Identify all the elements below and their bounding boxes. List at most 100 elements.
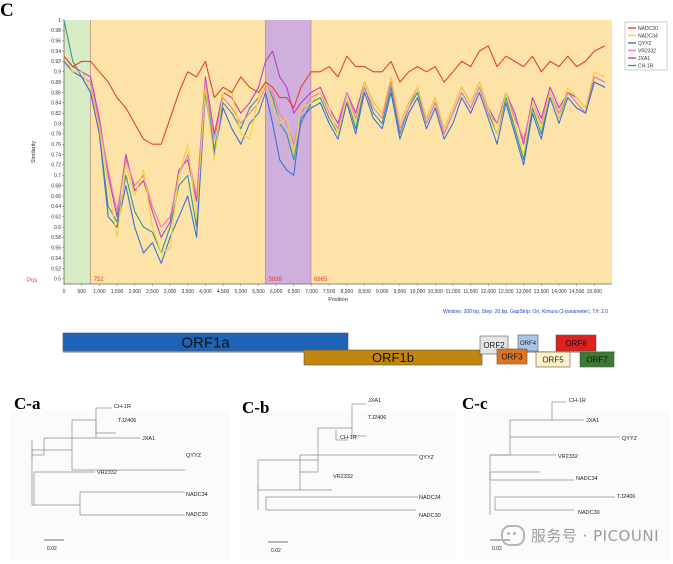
series-line-nadc34 [63,55,606,254]
y-tick-label: 0.9 [54,70,61,76]
x-tick-label: 12,000 [481,289,497,295]
y-tick-label: 0.92 [51,59,61,65]
x-tick-label: 0 [63,289,66,295]
y-tick-label: 0.88 [51,80,61,86]
tree-leaf-label: JXA1 [142,436,155,442]
watermark-text: 服务号 · PICOUNI [530,527,659,545]
legend-entry: JXA1 [638,56,650,62]
legend-entry: CH-1R [638,64,654,70]
legend-entry: VR2332 [638,49,656,55]
orf-box-orf5 [535,351,571,368]
series-line-vr2332 [63,61,606,228]
x-tick-label: 8,500 [358,289,371,295]
tree-background [465,410,670,560]
series-line-nadc30 [63,45,606,145]
region-1 [90,20,266,284]
y-axis-label: Similarity [31,141,37,164]
x-tick-label: 5,000 [235,289,248,295]
orf-box-orf6 [555,334,597,352]
y-tick-label: 0.74 [51,152,61,158]
tree-leaf-label: NADC34 [186,492,208,498]
orf-box-orf4 [517,334,539,352]
orf-label-orf2: ORF2 [483,341,505,350]
tree-scale-label: 0.02 [492,546,502,552]
x-tick-label: 1,000 [93,289,106,295]
pos-label: Pos [27,278,37,284]
y-tick-label: 0.96 [51,39,61,45]
orf-label-orf6: ORF6 [565,339,587,348]
y-tick-label: 0.62 [51,215,61,221]
orf-box-orf7 [579,351,615,368]
breakpoint-label: 6985 [314,277,328,283]
y-tick-label: 0.68 [51,183,61,189]
x-tick-label: 2,500 [146,289,159,295]
similarity-plot: 752 5698 6985 Pos 0.5 0.52 0.54 0.56 0.58 0.6 0.62… [27,18,668,315]
y-tick-label: 0.64 [51,204,61,210]
tree-c-a: CH-1R TJ2406 JXA1 QYYZ VR2332 NADC34 NADC30 0.0… [10,404,230,560]
y-tick-label: 0.58 [51,235,61,241]
y-tick-label: 0.8 [54,121,61,127]
tree-leaf-label: VR2332 [97,470,117,476]
tree-background [240,410,455,560]
tree-c-c: CH-1R JXA1 QYYZ VR2332 NADC34 TJ2406 NADC30 0.0… [465,398,670,560]
tree-leaf-label: TJ2406 [368,415,386,421]
tree-leaf-label: NADC34 [419,495,441,501]
wechat-icon [500,525,525,546]
x-axis-label: Position [328,297,348,303]
x-tick-label: 12,500 [498,289,514,295]
y-tick-label: 0.76 [51,142,61,148]
tree-background [10,410,230,560]
tree-leaf-label: CH-1R [114,404,131,410]
y-tick-label: 0.84 [51,101,61,107]
y-tick-label: 0.98 [51,28,61,34]
tree-c-b: JXA1 TJ2406 CH-1R QYYZ VR2332 NADC34 NADC30 0.0… [240,398,455,560]
tree-leaf-label: NADC30 [419,513,441,519]
x-tick-label: 11,000 [445,289,460,295]
tree-c-label: C-c [462,394,488,413]
x-tick-label: 4,500 [217,289,230,295]
tree-leaf-label: NADC30 [186,512,208,518]
y-tick-label: 0.78 [51,132,61,138]
orf-box-orf3 [496,348,528,365]
orf-label-orf3: ORF3 [501,352,523,361]
tree-leaf-label: CH-1R [569,398,586,404]
y-tick-label: 0.56 [51,246,61,252]
x-tick-label: 6,500 [288,289,301,295]
tree-leaf-label: JXA1 [368,398,381,404]
y-tick-label: 0.54 [51,256,61,262]
y-tick-label: 0.52 [51,266,61,272]
tree-leaf-label: QYYZ [622,436,638,442]
breakpoint-label: 752 [94,277,105,283]
breakpoint-label: 5698 [268,277,282,283]
plot-footer: Window: 200 bp, Step: 20 bp, GapStrip: O… [443,309,608,315]
y-tick-label: 0.66 [51,194,61,200]
y-tick-label: 0.72 [51,163,61,169]
x-tick-label: 10,500 [428,289,444,295]
tree-scale-label: 0.02 [271,548,281,554]
orf-label-orf1b: ORF1b [372,350,414,365]
x-tick-label: 9,500 [394,289,407,295]
tree-leaf-label: NADC34 [576,476,598,482]
y-tick-label: 0.5 [54,277,61,283]
region-2 [265,20,311,284]
x-tick-label: 3,000 [164,289,177,295]
x-tick-label: 500 [78,289,87,295]
x-tick-label: 8,000 [341,289,354,295]
x-tick-label: 13,000 [516,289,532,295]
tree-leaf-label: JXA1 [586,418,599,424]
orf-label-orf5: ORF5 [542,355,564,364]
watermark: 服务号 · PICOUNI [500,525,659,546]
legend-entry: QYYZ [638,41,652,47]
x-tick-label: 14,500 [569,289,585,295]
tree-a-label: C-a [14,394,41,413]
x-tick-label: 3,500 [181,289,194,295]
orf-label-orf4: ORF4 [520,341,537,347]
x-tick-label: 2,000 [128,289,141,295]
tree-leaf-label: VR2332 [333,474,353,480]
x-tick-label: 7,000 [305,289,318,295]
y-tick-label: 0.6 [54,225,61,231]
panel-c-label: C [0,0,14,21]
x-tick-label: 11,500 [463,289,478,295]
x-tick-label: 13,500 [534,289,550,295]
